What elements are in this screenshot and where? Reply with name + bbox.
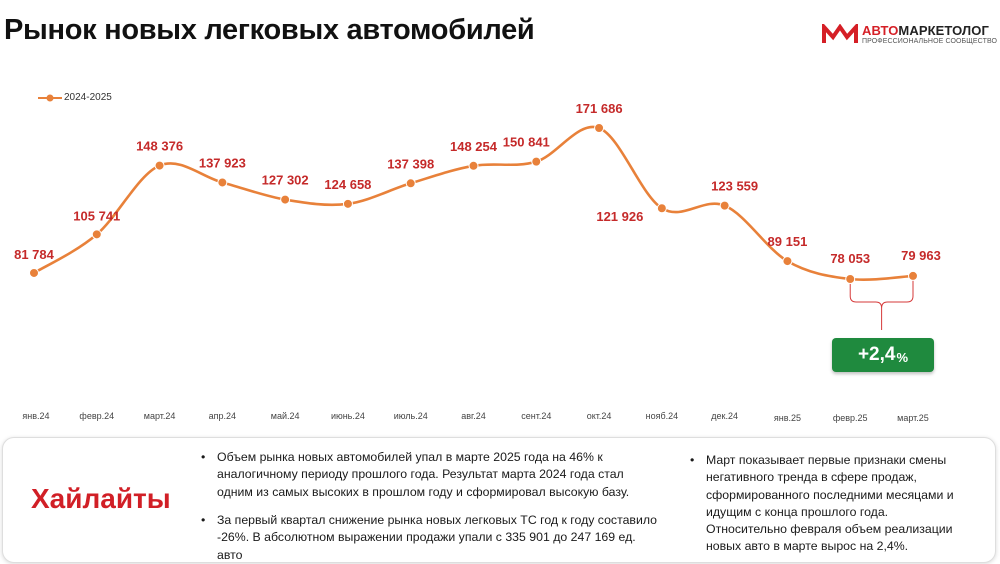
highlights-title: Хайлайты xyxy=(31,483,171,514)
x-tick-label: февр.24 xyxy=(79,411,114,421)
data-label: 137 398 xyxy=(387,156,434,171)
growth-badge: +2,4% xyxy=(832,338,934,372)
data-point xyxy=(782,256,793,267)
line-chart: 81 784 105 741 148 376 137 923 127 302 124 65… xyxy=(14,101,941,423)
x-tick-label: авг.24 xyxy=(461,411,485,421)
data-label: 150 841 xyxy=(503,135,550,150)
data-label: 78 053 xyxy=(830,251,870,266)
data-point xyxy=(656,203,667,214)
data-label: 89 151 xyxy=(768,234,808,249)
highlight-text: Объем рынка новых автомобилей упал в мар… xyxy=(217,450,630,499)
data-label: 123 559 xyxy=(711,179,758,194)
data-label: 148 376 xyxy=(136,139,183,154)
data-point xyxy=(594,123,605,133)
data-label: 148 254 xyxy=(450,139,498,154)
data-label: 137 923 xyxy=(199,155,246,170)
bullet-icon: • xyxy=(201,513,206,527)
data-label: 105 741 xyxy=(73,208,120,223)
highlight-item: • Объем рынка новых автомобилей упал в м… xyxy=(201,449,681,501)
x-tick-label: март.25 xyxy=(897,413,929,423)
data-point xyxy=(845,274,856,284)
x-tick-label: янв.25 xyxy=(774,413,801,423)
highlight-item: • Март показывает первые признаки смены … xyxy=(690,452,980,556)
page-title: Рынок новых легковых автомобилей xyxy=(4,14,535,46)
logo-mark-icon xyxy=(822,24,858,43)
highlight-text: За первый квартал снижение рынка новых л… xyxy=(217,513,657,562)
highlights-panel: Хайлайты • Объем рынка новых автомобилей… xyxy=(2,437,996,563)
x-tick-label: июль.24 xyxy=(394,411,428,421)
data-label: 81 784 xyxy=(14,247,55,262)
data-point xyxy=(719,200,730,211)
growth-unit: % xyxy=(896,349,909,365)
highlight-item: • За первый квартал снижение рынка новых… xyxy=(201,512,691,564)
x-tick-label: май.24 xyxy=(271,411,300,421)
brand-logo: АВТОМАРКЕТОЛОГ ПРОФЕССИОНАЛЬНОЕ СООБЩЕСТ… xyxy=(822,22,998,48)
x-tick-label: окт.24 xyxy=(587,411,612,421)
data-point xyxy=(280,194,291,205)
data-point xyxy=(908,270,918,281)
data-label: 171 686 xyxy=(576,101,623,116)
data-label: 121 926 xyxy=(596,209,643,224)
x-tick-label: июнь.24 xyxy=(331,411,365,421)
x-tick-label: янв.24 xyxy=(22,411,49,421)
x-tick-label: дек.24 xyxy=(711,411,738,421)
data-point xyxy=(342,198,353,209)
data-point xyxy=(531,156,542,167)
legend-series-name: 2024-2025 xyxy=(64,92,112,103)
data-point xyxy=(217,177,228,188)
logo-name: АВТОМАРКЕТОЛОГ xyxy=(862,23,989,38)
bullet-icon: • xyxy=(690,453,695,467)
data-label: 79 963 xyxy=(901,248,941,263)
annotation-bracket xyxy=(849,279,914,330)
data-point xyxy=(29,267,39,278)
legend-line-icon xyxy=(38,94,62,102)
x-tick-label: март.24 xyxy=(144,411,176,421)
data-label: 127 302 xyxy=(262,173,309,188)
data-point xyxy=(154,160,165,171)
data-point xyxy=(405,178,416,189)
x-tick-label: февр.25 xyxy=(833,413,868,423)
x-tick-label: нояб.24 xyxy=(646,411,679,421)
x-tick-label: апр.24 xyxy=(209,411,236,421)
logo-subtitle: ПРОФЕССИОНАЛЬНОЕ СООБЩЕСТВО xyxy=(862,38,998,45)
bullet-icon: • xyxy=(201,450,206,464)
data-point xyxy=(468,160,479,171)
highlight-text: Март показывает первые признаки смены не… xyxy=(706,453,954,554)
growth-value: +2,4 xyxy=(857,344,896,365)
x-tick-label: сент.24 xyxy=(521,411,551,421)
data-point xyxy=(91,229,102,240)
data-label: 124 658 xyxy=(324,177,371,192)
